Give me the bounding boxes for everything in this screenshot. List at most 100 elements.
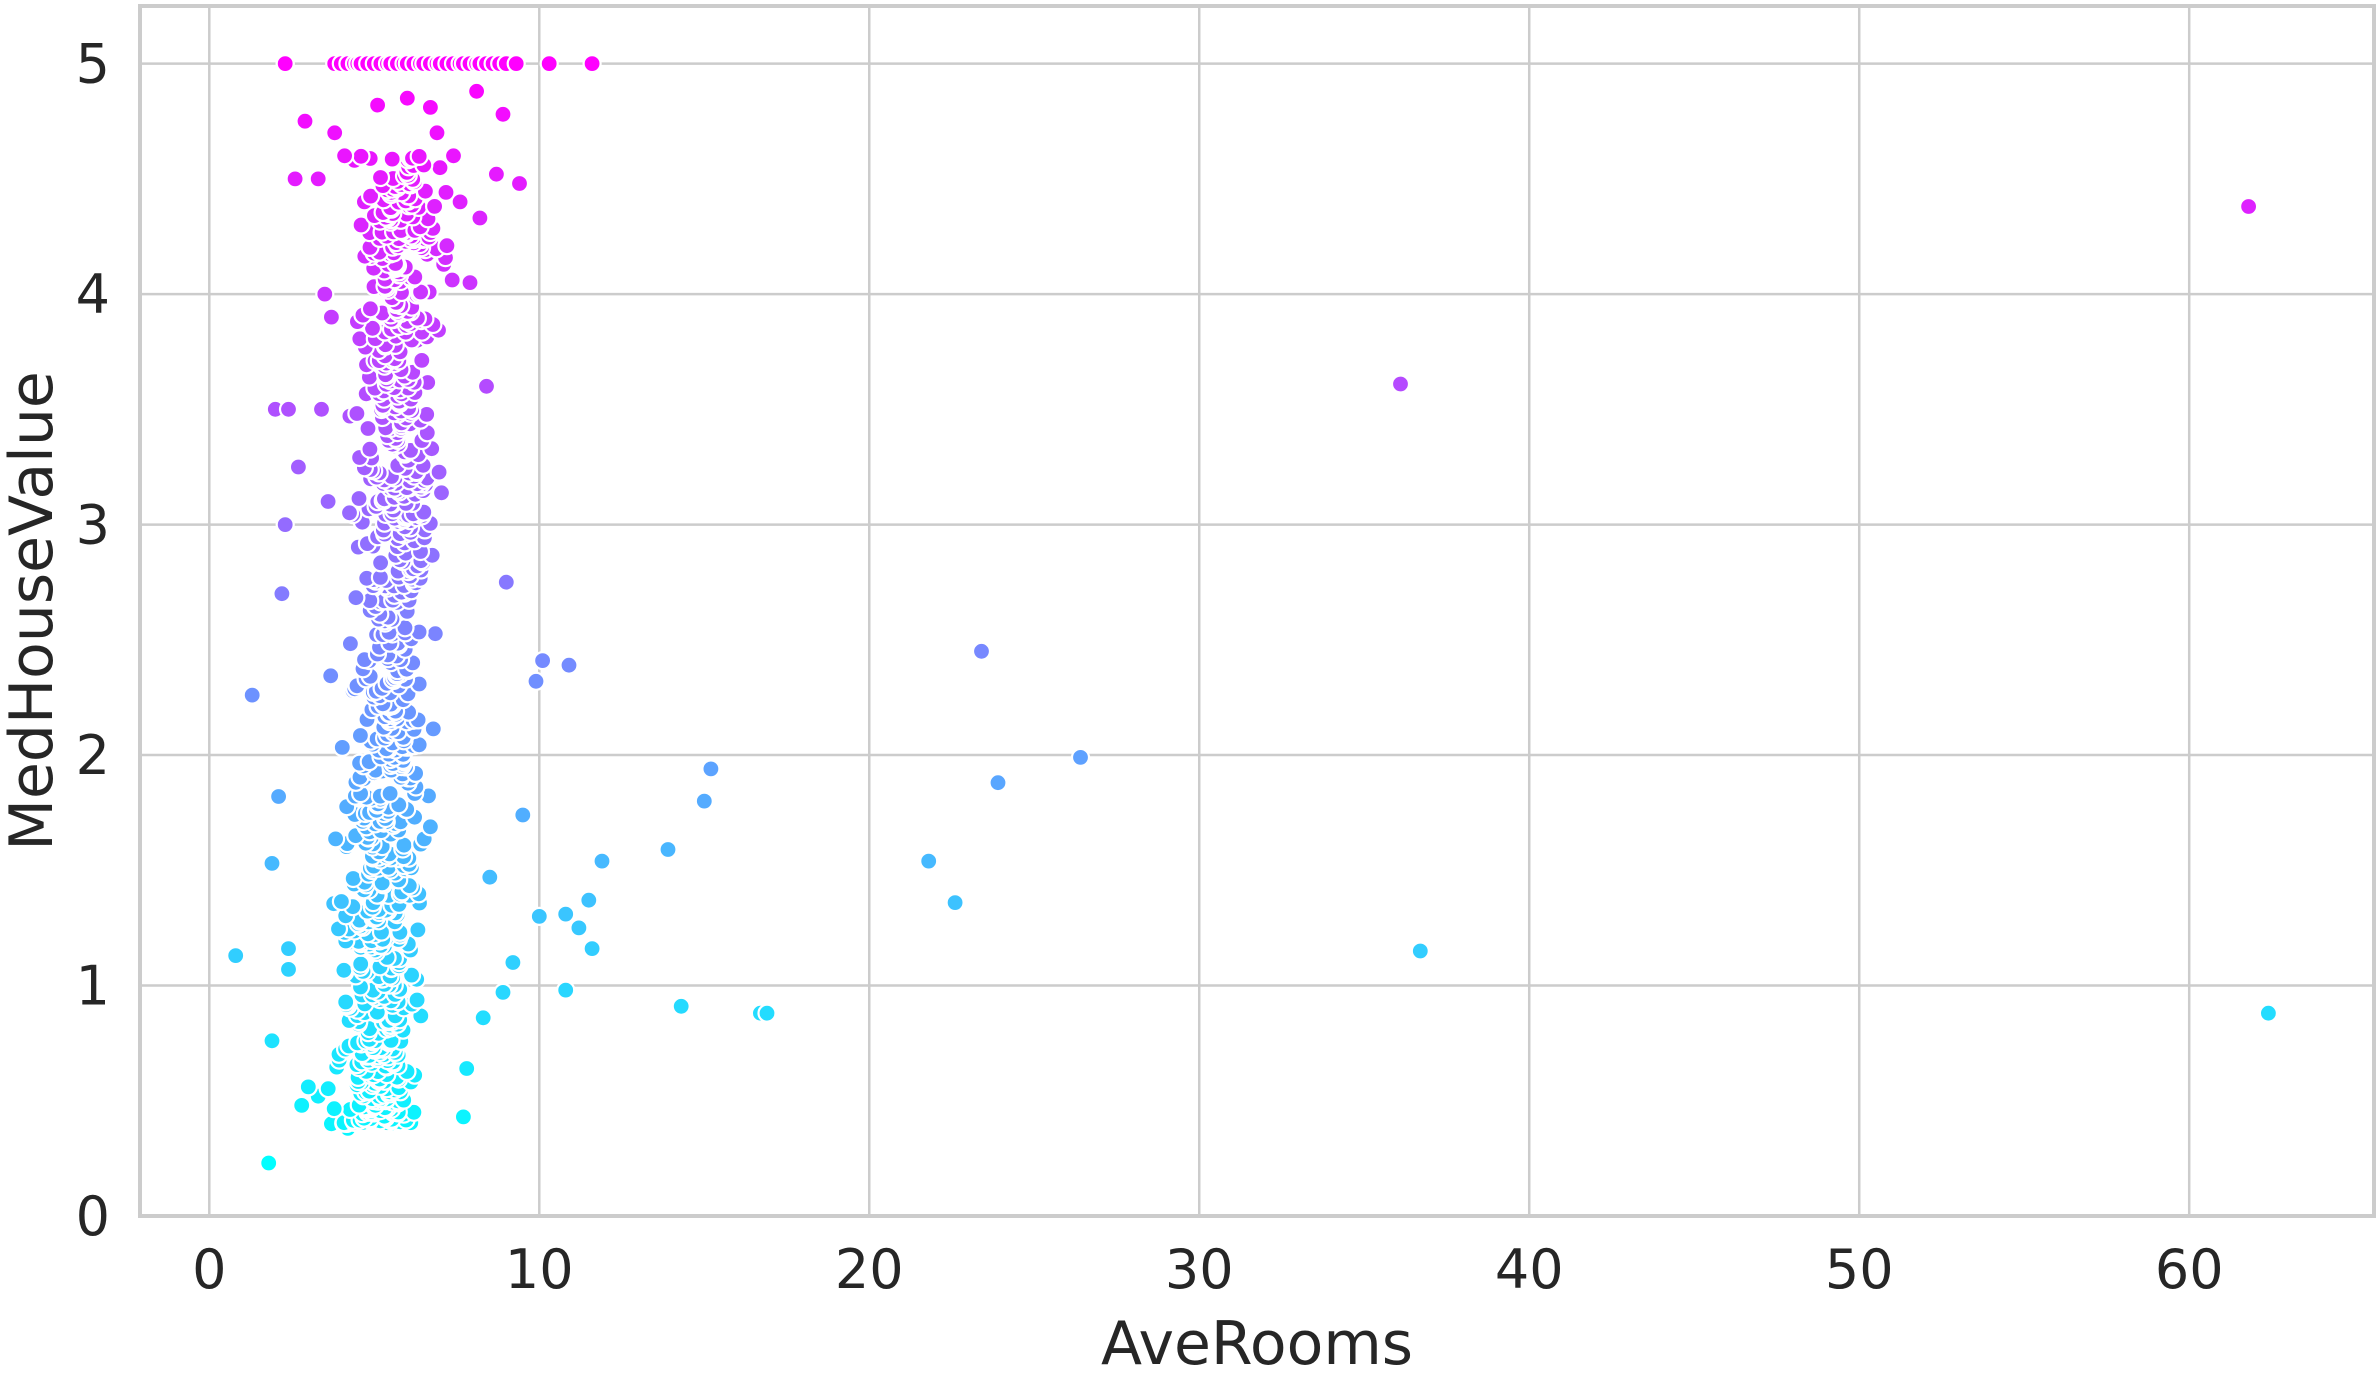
data-point — [336, 992, 356, 1012]
data-point — [526, 671, 546, 691]
x-axis-label: AveRooms — [1101, 1309, 1413, 1379]
data-point — [529, 906, 549, 927]
data-point — [503, 952, 523, 973]
data-point — [496, 572, 516, 592]
data-point — [275, 514, 295, 535]
data-point — [582, 53, 602, 74]
data-point — [442, 270, 462, 290]
axes-frame — [138, 4, 2376, 1218]
data-point — [1070, 747, 1091, 768]
data-point — [437, 236, 457, 256]
data-point — [425, 196, 445, 216]
data-point — [361, 186, 381, 206]
data-point — [368, 95, 388, 115]
data-point — [559, 655, 579, 675]
data-point — [556, 904, 576, 924]
data-point — [285, 169, 305, 189]
data-point — [298, 1077, 318, 1097]
data-point — [324, 1099, 344, 1119]
data-point — [347, 403, 367, 424]
data-point — [397, 88, 417, 108]
data-point — [569, 918, 589, 938]
data-point — [360, 439, 380, 459]
data-point — [425, 624, 445, 644]
data-point — [2239, 196, 2259, 217]
y-tick-label: 3 — [76, 494, 110, 557]
data-point — [582, 938, 602, 959]
data-point — [470, 208, 490, 228]
data-point — [971, 641, 992, 661]
data-point — [308, 169, 328, 189]
data-point — [443, 146, 464, 166]
data-point — [694, 791, 714, 811]
data-point — [436, 182, 456, 202]
x-tick-label: 60 — [2155, 1238, 2224, 1301]
data-point — [556, 980, 576, 1000]
data-point — [420, 97, 440, 118]
data-point — [295, 111, 315, 131]
data-point — [420, 817, 440, 837]
data-point — [272, 584, 292, 604]
data-point — [506, 53, 526, 74]
data-point — [450, 192, 470, 212]
data-point — [509, 173, 530, 194]
y-axis-label: MedHouseValue — [0, 371, 67, 851]
data-point — [349, 488, 369, 509]
data-point — [592, 851, 612, 871]
y-tick-label: 5 — [76, 33, 110, 96]
data-point — [332, 737, 352, 758]
data-point — [358, 418, 378, 439]
data-point — [242, 685, 262, 705]
y-tick-label: 0 — [76, 1185, 110, 1248]
data-point — [539, 53, 559, 74]
data-point — [360, 299, 380, 319]
data-point — [513, 805, 533, 825]
data-point — [346, 588, 366, 608]
x-tick-label: 30 — [1165, 1238, 1234, 1301]
data-point — [325, 123, 345, 143]
data-point — [262, 1031, 282, 1051]
data-point — [382, 149, 402, 169]
data-point — [351, 954, 371, 974]
data-point — [262, 853, 282, 874]
data-point — [579, 890, 599, 910]
data-point — [371, 553, 391, 573]
x-tick-label: 50 — [1825, 1238, 1894, 1301]
data-point — [380, 783, 400, 804]
data-point — [1410, 941, 1430, 961]
data-point — [988, 773, 1008, 793]
data-point — [423, 719, 443, 739]
data-point — [226, 945, 246, 966]
y-tick-label: 2 — [76, 724, 110, 787]
data-point — [292, 1095, 312, 1116]
data-point — [351, 146, 371, 166]
data-point — [408, 920, 428, 940]
data-point — [412, 350, 432, 370]
data-point — [407, 990, 427, 1010]
x-tick-label: 10 — [505, 1238, 574, 1301]
data-point — [350, 725, 370, 746]
data-point — [671, 996, 691, 1016]
data-point — [278, 399, 299, 419]
data-point — [2258, 1003, 2278, 1023]
data-point — [701, 759, 721, 779]
data-point — [321, 307, 341, 327]
data-points — [226, 53, 2278, 1173]
data-point — [269, 786, 289, 807]
plot-frame — [138, 4, 2376, 1218]
data-point — [331, 891, 351, 912]
data-point — [370, 167, 391, 188]
data-point — [318, 1079, 338, 1099]
data-point — [409, 146, 429, 166]
data-point — [658, 839, 678, 860]
data-point — [318, 491, 338, 512]
data-point — [493, 982, 513, 1003]
data-point — [453, 1107, 473, 1127]
x-tick-labels: 0 10 20 30 40 50 60 — [192, 1238, 2223, 1301]
data-point — [278, 938, 299, 959]
data-point — [757, 1003, 777, 1023]
data-point — [402, 965, 422, 985]
data-point — [486, 164, 506, 184]
data-point — [457, 1058, 477, 1079]
